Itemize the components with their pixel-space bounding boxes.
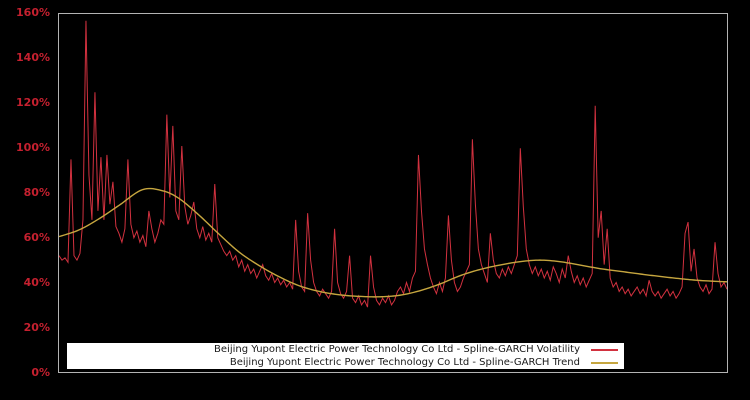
y-tick-label: 80%	[23, 186, 50, 199]
y-tick-label: 120%	[16, 96, 50, 109]
chart-plot-svg	[59, 20, 727, 308]
trend-line-swatch	[591, 361, 618, 364]
legend-label-trend: Beijing Yupont Electric Power Technology…	[229, 356, 580, 368]
y-tick-label: 0%	[31, 366, 50, 379]
y-tick-label: 60%	[23, 231, 50, 244]
y-axis: 160% 140% 120% 100% 80% 60% 40% 20% 0%	[0, 7, 50, 379]
plot-area	[58, 13, 728, 373]
y-tick-label: 40%	[23, 276, 50, 289]
y-tick-label: 160%	[16, 6, 50, 19]
y-tick-label: 140%	[16, 51, 50, 64]
legend-label-volatility: Beijing Yupont Electric Power Technology…	[214, 343, 580, 355]
volatility-line	[59, 20, 727, 308]
trend-line	[59, 187, 727, 298]
legend: Beijing Yupont Electric Power Technology…	[67, 343, 624, 369]
y-tick-label: 20%	[23, 321, 50, 334]
volatility-line-swatch	[591, 348, 618, 351]
y-tick-label: 100%	[16, 141, 50, 154]
legend-row-trend: Beijing Yupont Electric Power Technology…	[67, 356, 624, 369]
legend-row-volatility: Beijing Yupont Electric Power Technology…	[67, 343, 624, 356]
